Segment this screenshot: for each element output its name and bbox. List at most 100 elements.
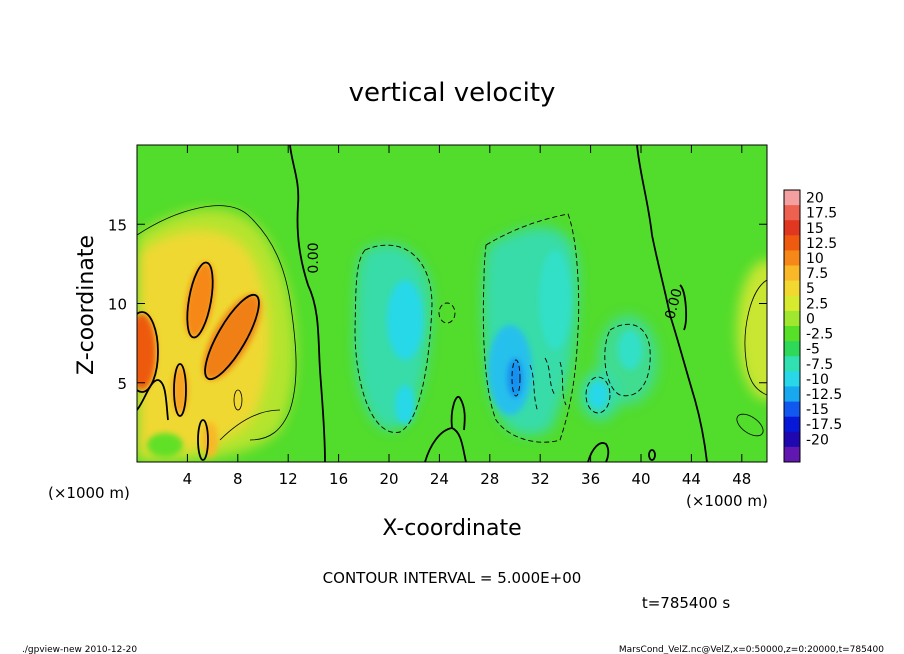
cool-core-g: [618, 330, 642, 370]
contour-label-zero-right: 0.00: [662, 287, 686, 321]
colorbar-swatch-15: [784, 416, 800, 433]
contour-neg-left: [354, 244, 433, 433]
x-tick-label-5: 24: [430, 470, 449, 488]
contour-label-zero-left: 0.00: [306, 242, 322, 273]
colorbar-swatch-1: [784, 205, 800, 221]
colorbar-label-3: 12.5: [806, 236, 837, 252]
colorbar-swatch-9: [784, 326, 800, 342]
x-unit-label-right: (×1000 m): [686, 492, 768, 510]
colorbar-label-14: -15: [806, 402, 829, 418]
x-tick-label-10: 44: [682, 470, 701, 488]
warm-core-left-edge: [137, 314, 156, 390]
colorbar-swatch-10: [784, 341, 800, 357]
time-label: t=785400 s: [642, 594, 730, 612]
contour-zero-left: [289, 145, 326, 462]
colorbar-label-2: 15: [806, 221, 824, 237]
y-tick-label-1: 10: [108, 296, 127, 314]
colorbar-label-12: -10: [806, 372, 829, 388]
cool-core-a: [387, 280, 423, 360]
x-tick-label-7: 32: [531, 470, 550, 488]
contour-right-edge-warm: [744, 279, 767, 396]
colorbar-label-1: 17.5: [806, 206, 837, 222]
contour-5-c: [173, 363, 187, 417]
colorbar-label-13: -12.5: [806, 387, 842, 403]
contour-left-base: [137, 379, 169, 421]
x-tick-label-9: 40: [631, 470, 650, 488]
colorbar-swatch-5: [784, 265, 800, 281]
cool-core-f: [588, 381, 608, 409]
colorbar-swatch-4: [784, 250, 800, 266]
contour-zero-small: [679, 284, 687, 331]
contour-plume-inner-a: [219, 409, 281, 441]
contour-5-d: [197, 419, 209, 461]
contour-thin-right: [736, 413, 764, 437]
colorbar-label-7: 2.5: [806, 296, 828, 312]
warm-plume-inner: [137, 230, 269, 453]
x-tick-label-8: 36: [581, 470, 600, 488]
colorbar-swatch-17: [784, 446, 800, 463]
colorbar-frame: [783, 189, 801, 463]
colorbar-label-5: 7.5: [806, 266, 828, 282]
footer-right: MarsCond_VelZ.nc@VelZ,x=0:50000,z=0:2000…: [619, 645, 884, 654]
cool-core-b: [395, 385, 415, 425]
contour-5-left-edge: [137, 311, 159, 393]
plot-area: 0.00 0.00: [137, 145, 767, 462]
cool-core-e: [539, 250, 571, 350]
y-axis-label: Z-coordinate: [74, 235, 99, 375]
colorbar-label-11: -7.5: [806, 357, 833, 373]
x-tick-label-2: 12: [279, 470, 298, 488]
colorbar-swatch-7: [784, 295, 800, 312]
contour-5-b: [204, 293, 260, 381]
contour-neg10-core: [511, 359, 521, 397]
right-edge-warm-region: [737, 260, 767, 400]
contour-5-a: [186, 261, 214, 339]
warm-core-b: [203, 294, 261, 380]
x-tick-label-3: 16: [329, 470, 348, 488]
x-tick-label-0: 4: [183, 470, 193, 488]
contour-small-bottom: [648, 449, 656, 461]
colorbar-swatch-3: [784, 235, 800, 251]
x-tick-label-6: 28: [480, 470, 499, 488]
colorbar-label-15: -17.5: [806, 417, 842, 433]
contour-neg-scatter-a: [529, 357, 567, 413]
y-tick-label-0: 5: [117, 375, 127, 393]
contour-thin-small: [233, 389, 243, 411]
x-tick-label-4: 20: [379, 470, 398, 488]
colorbar-swatch-13: [784, 386, 800, 402]
colorbar-swatch-16: [784, 431, 800, 448]
colorbar-label-10: -5: [806, 342, 820, 358]
contour-lines: [137, 145, 767, 462]
contour-neg-small: [438, 302, 456, 324]
colorbar-swatch-11: [784, 356, 800, 372]
colorbar-swatch-2: [784, 220, 800, 236]
contour-zero-right: [636, 145, 708, 462]
footer-left: ./gpview-new 2010-12-20: [22, 645, 137, 654]
colorbar-swatch-8: [784, 310, 800, 327]
y-axis: 5 10 15: [108, 216, 767, 393]
colorbar: 2017.51512.5107.552.50-2.5-5-7.5-10-12.5…: [783, 189, 842, 463]
contour-zero-bottom-mid: [450, 395, 466, 431]
x-tick-label-1: 8: [233, 470, 243, 488]
cool-core-d: [507, 358, 523, 398]
colorbar-swatch-0: [784, 190, 800, 206]
contour-neg-right: [604, 323, 651, 397]
contour-neg-center: [482, 213, 580, 443]
colorbar-label-16: -20: [806, 432, 829, 448]
warm-patch-bottom: [147, 433, 183, 457]
contour-interval-label: CONTOUR INTERVAL = 5.000E+00: [323, 569, 582, 587]
warm-core-c: [172, 366, 188, 414]
colorbar-swatch-14: [784, 401, 800, 417]
x-unit-label-left: (×1000 m): [48, 484, 130, 502]
colorbar-label-0: 20: [806, 191, 824, 207]
chart-title: vertical velocity: [349, 78, 556, 108]
colorbar-label-8: 0: [806, 311, 815, 327]
warm-patch-a: [202, 422, 218, 458]
contour-plume-outline: [137, 205, 297, 441]
x-axis-label: X-coordinate: [382, 516, 521, 541]
colorbar-swatch-12: [784, 371, 800, 387]
colorbar-swatch-6: [784, 280, 800, 297]
colorbar-label-9: -2.5: [806, 327, 833, 343]
contour-neg-far-right: [585, 376, 611, 414]
x-axis: 4 8 12 16 20 24 28 32 36 40 44 48: [183, 145, 751, 488]
